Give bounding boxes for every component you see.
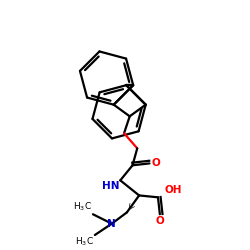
Text: N: N bbox=[108, 219, 116, 229]
Text: OH: OH bbox=[164, 186, 182, 196]
Text: H$_3$C: H$_3$C bbox=[75, 236, 94, 248]
Text: O: O bbox=[152, 158, 160, 168]
Text: HN: HN bbox=[102, 181, 119, 191]
Text: H$_3$C: H$_3$C bbox=[73, 201, 92, 213]
Text: O: O bbox=[156, 216, 164, 226]
